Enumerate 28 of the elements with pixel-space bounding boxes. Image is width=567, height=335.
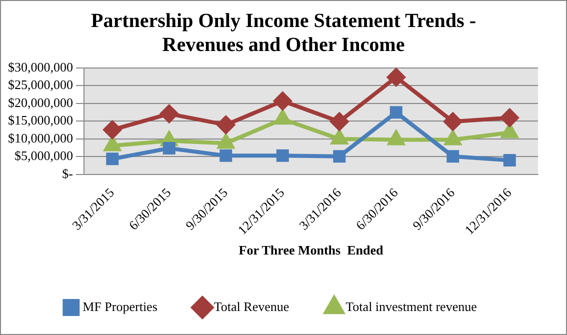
point <box>274 92 292 110</box>
y-tick-label: $20,000,000 <box>8 94 73 110</box>
legend-label: Total investment revenue <box>346 298 478 314</box>
point <box>387 68 406 86</box>
legend-label: Total Revenue <box>214 298 290 314</box>
point <box>220 149 232 162</box>
point <box>162 142 176 154</box>
y-tick-label: $10,000,000 <box>8 130 73 146</box>
point <box>500 108 519 127</box>
y-tick-label: $5,000,000 <box>14 148 73 164</box>
point <box>330 112 348 131</box>
point <box>103 120 122 139</box>
point <box>444 112 462 131</box>
legend-label: MF Properties <box>82 298 158 314</box>
y-tick-label: $30,000,000 <box>8 59 73 74</box>
point <box>446 150 460 163</box>
point <box>106 152 119 166</box>
point <box>333 150 346 163</box>
x-axis-title: For Three Months Ended <box>238 242 384 258</box>
point <box>276 149 289 162</box>
y-tick-label: $15,000,000 <box>8 112 73 128</box>
point <box>503 154 516 167</box>
point <box>160 104 178 123</box>
point <box>216 116 235 134</box>
chart-title: Partnership Only Income Statement Trends - Revenues and Other Income <box>90 9 477 57</box>
point <box>390 106 402 119</box>
y-tick-label: $25,000,000 <box>8 77 73 92</box>
y-tick-label: $- <box>62 166 73 181</box>
